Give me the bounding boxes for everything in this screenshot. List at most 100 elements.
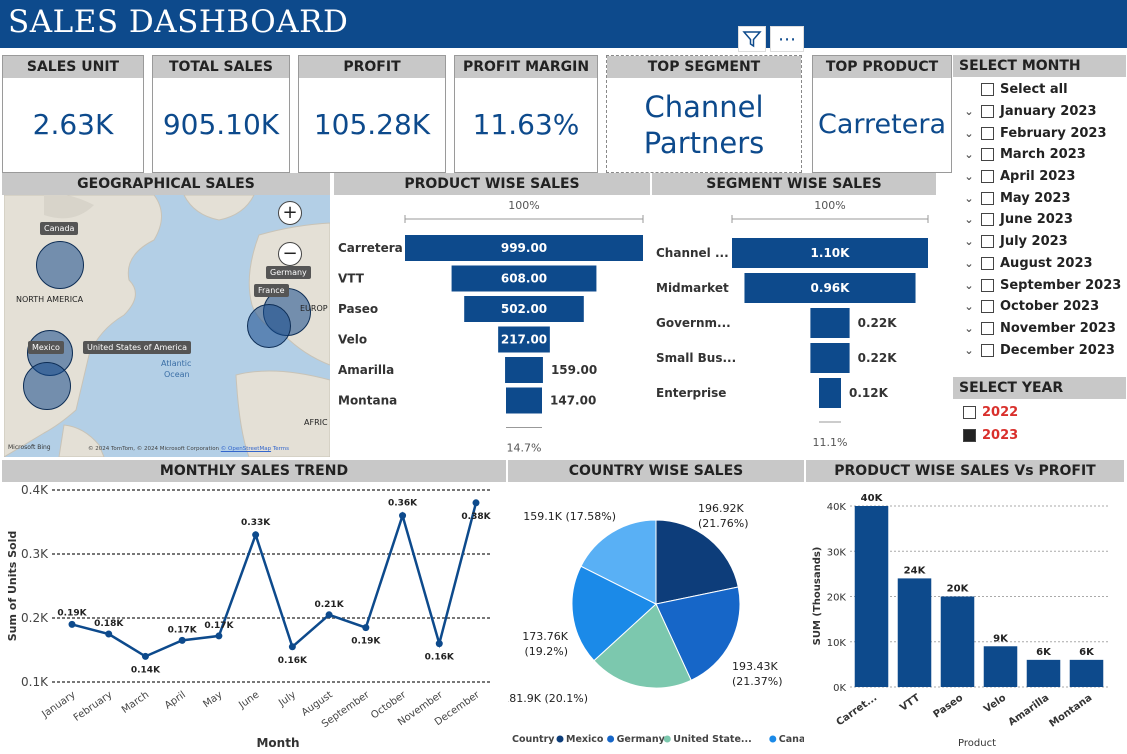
- funnel-bar[interactable]: [405, 235, 643, 261]
- year-item[interactable]: 2022: [963, 401, 1126, 424]
- month-item[interactable]: ⌄ September 2023: [953, 274, 1126, 296]
- funnel-bar[interactable]: [505, 357, 543, 383]
- pie-slice[interactable]: [655, 586, 741, 681]
- trend-point[interactable]: [68, 620, 76, 628]
- profit-bar[interactable]: [897, 578, 932, 687]
- checkbox[interactable]: [981, 213, 994, 227]
- chevron-down-icon[interactable]: ⌄: [964, 300, 974, 314]
- trend-point[interactable]: [435, 640, 443, 648]
- trend-point[interactable]: [325, 611, 333, 619]
- osm-link[interactable]: © OpenStreetMap: [220, 446, 272, 452]
- chevron-down-icon[interactable]: ⌄: [964, 343, 974, 357]
- more-options-button[interactable]: ⋯: [770, 26, 804, 52]
- month-item[interactable]: ⌄ January 2023: [953, 101, 1126, 123]
- monthly-trend-chart[interactable]: 0.1K0.2K0.3K0.4K0.19KJanuary0.18KFebruar…: [2, 482, 506, 752]
- funnel-bar[interactable]: [810, 308, 850, 338]
- product-profit-chart[interactable]: 0K 10K 20K 30K 40K 40K Carret... 24K VTT 20K Paseo…: [806, 482, 1124, 752]
- checkbox[interactable]: [981, 321, 994, 335]
- legend-label[interactable]: Canada: [779, 734, 804, 745]
- year-item[interactable]: 2023: [963, 424, 1126, 447]
- checkbox[interactable]: [981, 105, 994, 119]
- month-item[interactable]: ⌄ February 2023: [953, 122, 1126, 144]
- funnel-bar[interactable]: [451, 265, 597, 292]
- checkbox[interactable]: [981, 191, 994, 205]
- month-item[interactable]: ⌄ April 2023: [953, 166, 1126, 188]
- month-item[interactable]: ⌄ May 2023: [953, 187, 1126, 209]
- month-item[interactable]: ⌄ October 2023: [953, 296, 1126, 318]
- product-funnel-chart[interactable]: 100% Carretera 999.00 VTT 608.00 Paseo 502.00 V…: [334, 195, 650, 457]
- chevron-down-icon[interactable]: ⌄: [964, 321, 974, 335]
- zoom-out-button[interactable]: −: [278, 242, 302, 266]
- month-item[interactable]: ⌄ July 2023: [953, 231, 1126, 253]
- funnel-bar[interactable]: [464, 296, 584, 322]
- trend-point[interactable]: [288, 643, 296, 651]
- profit-bar[interactable]: [983, 646, 1018, 687]
- chevron-down-icon[interactable]: ⌄: [964, 213, 974, 227]
- pie-slice[interactable]: [655, 519, 739, 605]
- chevron-down-icon[interactable]: ⌄: [964, 235, 974, 249]
- trend-point[interactable]: [362, 624, 370, 632]
- pie-slice[interactable]: [571, 565, 657, 662]
- geo-map[interactable]: Canada NORTH AMERICA Germany France EUROP Mex…: [4, 195, 330, 457]
- month-item[interactable]: ⌄ August 2023: [953, 253, 1126, 275]
- funnel-bar[interactable]: [506, 387, 542, 414]
- kpi-label: TOP PRODUCT: [813, 56, 951, 78]
- segment-funnel-chart[interactable]: 100% Channel ... 1.10K Midmarket 0.96K Govern…: [652, 195, 936, 457]
- checkbox[interactable]: [981, 300, 994, 314]
- chevron-down-icon[interactable]: ⌄: [964, 126, 974, 140]
- bubble-usa[interactable]: [23, 362, 71, 410]
- trend-point[interactable]: [252, 531, 260, 539]
- checkbox[interactable]: [981, 343, 994, 357]
- checkbox[interactable]: [981, 126, 994, 140]
- checkbox[interactable]: [963, 406, 976, 419]
- month-item[interactable]: ⌄ December 2023: [953, 339, 1126, 361]
- pie-slice[interactable]: [580, 519, 657, 605]
- legend-label[interactable]: Germany: [617, 734, 666, 745]
- bubble-canada[interactable]: [36, 241, 84, 289]
- profit-bar[interactable]: [1026, 659, 1061, 687]
- x-axis-title: Product: [958, 738, 996, 749]
- month-item[interactable]: ⌄ November 2023: [953, 318, 1126, 340]
- trend-point[interactable]: [105, 630, 113, 638]
- checkbox[interactable]: [981, 170, 994, 184]
- legend-label[interactable]: Mexico: [566, 734, 604, 745]
- select-all-item[interactable]: Select all: [953, 79, 1126, 101]
- country-pie-chart[interactable]: 196.92K (21.76%) 193.43K (21.37%) 181.9K (20…: [508, 482, 804, 752]
- trend-point[interactable]: [178, 636, 186, 644]
- funnel-category-label: Amarilla: [338, 363, 394, 377]
- checkbox[interactable]: [981, 235, 994, 249]
- checkbox[interactable]: [981, 278, 994, 292]
- checkbox[interactable]: [963, 429, 976, 442]
- profit-bar[interactable]: [854, 506, 889, 687]
- chevron-down-icon[interactable]: ⌄: [964, 191, 974, 205]
- month-item[interactable]: ⌄ March 2023: [953, 144, 1126, 166]
- trend-point[interactable]: [215, 632, 223, 640]
- profit-bar[interactable]: [1069, 659, 1104, 687]
- checkbox[interactable]: [981, 256, 994, 270]
- trend-point[interactable]: [141, 652, 149, 660]
- chevron-down-icon[interactable]: ⌄: [964, 256, 974, 270]
- chevron-down-icon[interactable]: ⌄: [964, 105, 974, 119]
- checkbox[interactable]: [981, 148, 994, 162]
- pie-slice[interactable]: [593, 603, 692, 689]
- funnel-bar[interactable]: [498, 326, 550, 353]
- funnel-bar[interactable]: [810, 343, 850, 373]
- profit-bar[interactable]: [940, 596, 975, 688]
- month-item[interactable]: ⌄ June 2023: [953, 209, 1126, 231]
- filter-icon[interactable]: [738, 26, 766, 52]
- kpi-top-product: TOP PRODUCT Carretera: [812, 55, 952, 173]
- chevron-down-icon[interactable]: ⌄: [964, 278, 974, 292]
- chevron-down-icon[interactable]: ⌄: [964, 148, 974, 162]
- zoom-in-button[interactable]: +: [278, 201, 302, 225]
- chevron-down-icon[interactable]: ⌄: [964, 170, 974, 184]
- bubble-france[interactable]: [247, 304, 291, 348]
- trend-point[interactable]: [472, 499, 480, 507]
- trend-point[interactable]: [399, 512, 407, 520]
- checkbox[interactable]: [981, 83, 994, 97]
- terms-link[interactable]: Terms: [272, 446, 290, 452]
- funnel-bar[interactable]: [819, 378, 841, 408]
- legend-label[interactable]: United State...: [673, 734, 751, 745]
- funnel-bar[interactable]: [732, 238, 928, 268]
- kpi-top-segment[interactable]: TOP SEGMENT Channel Partners: [606, 55, 802, 173]
- funnel-bar[interactable]: [744, 273, 916, 303]
